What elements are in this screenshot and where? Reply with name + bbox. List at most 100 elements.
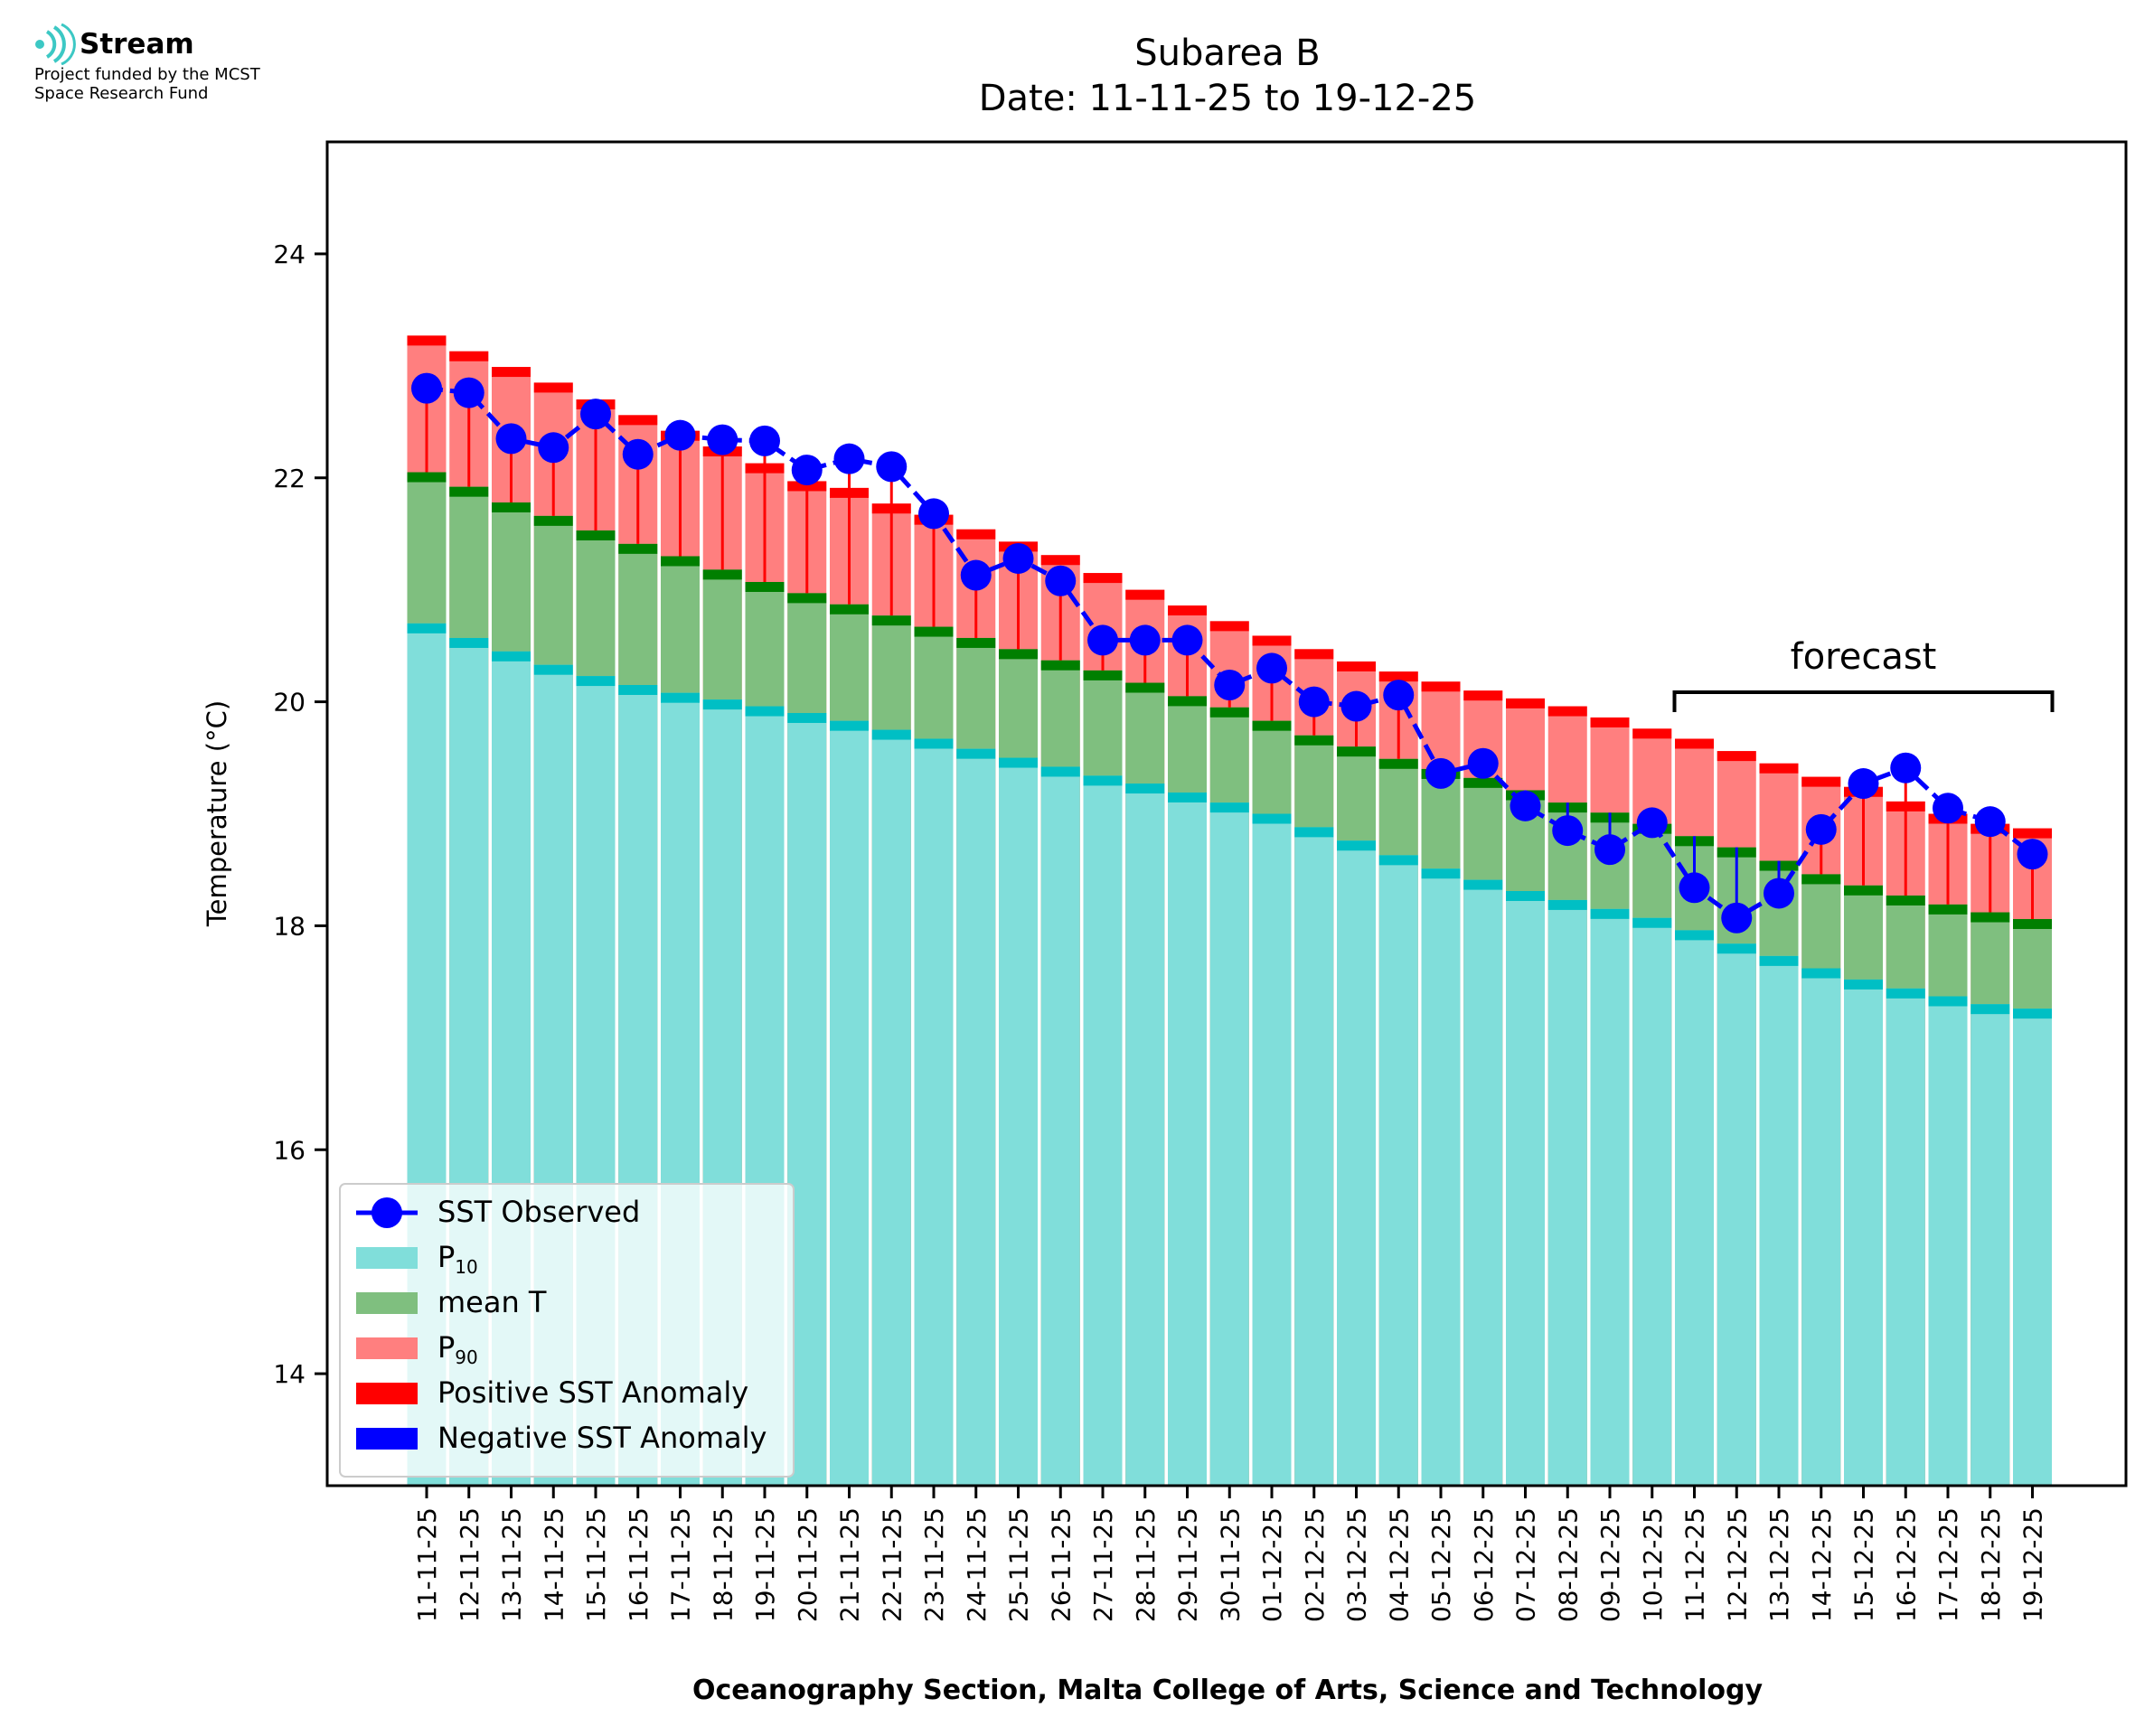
p10-cap [661,692,700,703]
x-tick-label: 01-12-25 [1257,1507,1287,1622]
mean-t-cap [830,604,869,615]
forecast-label: forecast [1791,636,1937,678]
p10-bar [830,720,869,1486]
p10-bar [1337,840,1376,1486]
forecast-bracket-line [1672,690,2055,712]
mean-t-cap [787,593,827,604]
x-tick-label: 24-11-25 [962,1507,992,1622]
x-axis-label: Oceanography Section, Malta College of A… [692,1675,1764,1706]
sst-observed-point [1298,686,1330,718]
sst-observed-point [1679,872,1710,904]
x-tick-label: 13-11-25 [497,1507,527,1622]
legend-box [339,1183,795,1478]
x-tick-label: 19-12-25 [2018,1507,2048,1622]
p10-cap [1632,917,1672,928]
sst-observed-point [1425,757,1456,789]
p10-bar [1675,930,1714,1486]
p10-bar [1506,891,1545,1486]
mean-t-cap [914,626,954,637]
p10-bar [999,757,1038,1486]
y-tick-label: 20 [273,688,306,718]
mean-t-cap [492,502,531,513]
p10-bar [1125,784,1165,1486]
p10-bar [1759,955,1799,1486]
p10-cap [1844,979,1883,990]
x-tick-label: 22-11-25 [877,1507,907,1622]
p90-cap [2013,828,2052,839]
legend-entry-text: P [437,1240,455,1274]
x-tick-label: 28-11-25 [1131,1507,1161,1622]
mean-t-cap [1337,746,1376,757]
legend-patch-swatch [356,1292,418,1314]
mean-t-cap [1844,885,1883,896]
legend-entry-text: mean T [437,1285,547,1319]
sst-observed-point [833,443,865,474]
p90-cap [956,529,996,540]
p10-cap [1463,879,1503,890]
mean-t-cap [407,472,447,483]
mean-t-cap [1463,777,1503,788]
legend-entry-label: Negative SST Anomaly [437,1421,767,1455]
mean-t-cap [1886,895,1925,906]
sst-observed-point [1974,806,2006,838]
p10-bar [1928,996,1968,1486]
p10-bar [1971,1004,2010,1486]
sst-observed-point [2017,839,2048,870]
mean-t-cap [745,581,785,592]
observed-layer [411,372,2048,934]
sst-observed-point [1256,652,1287,684]
sst-observed-point [1214,669,1246,700]
p10-cap [492,651,531,662]
legend-entry-label: SST Observed [437,1195,640,1229]
sst-observed-point [1721,902,1753,934]
plot-frame [325,140,2128,1487]
y-axis: 14 16 18 20 22 24 [273,239,327,1389]
p10-cap [1252,813,1292,824]
mean-t-cap [1083,670,1123,680]
y-tick-label: 16 [273,1135,306,1165]
p90-cap [1083,573,1123,584]
logo-name: Stream [80,28,194,61]
sst-observed-point [1636,807,1668,839]
x-tick-label: 25-11-25 [1004,1507,1034,1622]
legend-entry-label: P90 [437,1330,478,1368]
sst-observed-point [1848,768,1879,800]
sst-observed-point [707,424,738,455]
chart-title: Subarea B [1134,33,1321,74]
p10-cap [407,623,447,633]
x-tick-label: 12-11-25 [455,1507,484,1622]
p90-cap [1801,776,1841,787]
x-tick-label: 15-11-25 [581,1507,611,1622]
legend-entry-text: Negative SST Anomaly [437,1421,767,1455]
p10-bar [1590,908,1630,1486]
y-tick-label: 18 [273,911,306,941]
sst-observed-point [1552,815,1584,847]
mean-t-cap [576,530,616,540]
mean-t-cap [1209,707,1249,718]
x-tick-label: 17-12-25 [1933,1507,1963,1622]
p10-bar [1801,968,1841,1486]
sst-observed-point [622,438,654,470]
x-tick-label: 11-12-25 [1680,1507,1710,1622]
p90-cap [1675,738,1714,749]
p90-cap [1506,698,1545,708]
stream-waves-icon [35,23,76,65]
mean-t-cap [1928,904,1968,915]
p90-cap [1294,649,1334,660]
sst-observed-point [1340,690,1372,722]
p10-bar [1886,988,1925,1486]
mean-t-cap [702,569,742,580]
p10-cap [787,712,827,723]
x-tick-label: 19-11-25 [750,1507,780,1622]
p10-cap [702,699,742,710]
sst-observed-point [876,451,908,483]
x-tick-label: 23-11-25 [919,1507,949,1622]
p10-bar [2013,1009,2052,1486]
p90-cap [1463,690,1503,701]
x-tick-label: 06-12-25 [1469,1507,1499,1622]
p10-cap [1125,784,1165,794]
x-tick-label: 04-12-25 [1384,1507,1414,1622]
y-tick-label: 24 [273,239,306,269]
sst-observed-point [1087,624,1118,656]
